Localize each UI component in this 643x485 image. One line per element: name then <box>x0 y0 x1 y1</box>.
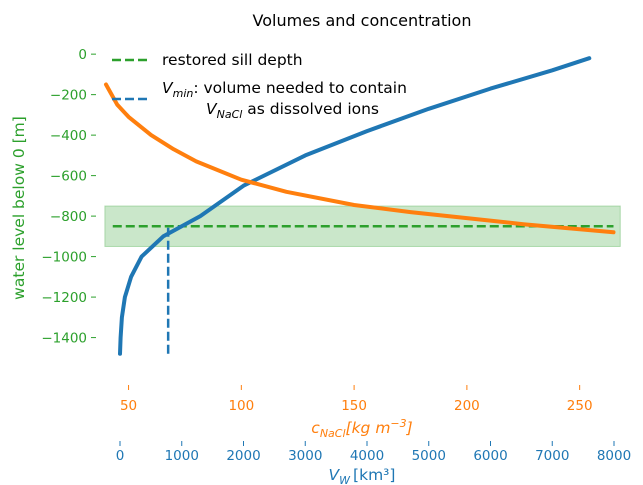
x-vol-tick-label: 6000 <box>473 448 507 464</box>
x-conc-tick-label: 50 <box>120 398 137 414</box>
x-conc-label-units: [kg m <box>346 419 391 437</box>
x-conc-tick-label: 150 <box>341 398 367 414</box>
x-vol-tick-label: 7000 <box>535 448 569 464</box>
x-vol-tick-label: 5000 <box>412 448 446 464</box>
legend-vmin-V: V <box>162 79 174 97</box>
legend: restored sill depth Vmin: volume needed … <box>112 51 407 121</box>
concentration-curve <box>104 82 616 235</box>
x-vol-label-units: [km³] <box>353 466 395 484</box>
y-tick-label: −800 <box>50 209 87 225</box>
x-vol-axis-label: VW [km³] <box>329 466 396 485</box>
x-vol-tick-label: 1000 <box>165 448 199 464</box>
y-tick-label: −200 <box>50 88 87 104</box>
legend-label-sill: restored sill depth <box>162 51 303 69</box>
y-tick-label: −600 <box>50 169 87 185</box>
x-vol-tick-label: 2000 <box>226 448 260 464</box>
y-tick-label: −1400 <box>41 331 87 347</box>
y-tick-label: −400 <box>50 128 87 144</box>
legend-vmin-text: : volume needed to contain <box>193 79 407 97</box>
x-conc-tick-label: 200 <box>454 398 480 414</box>
y-tick-label: −1200 <box>41 290 87 306</box>
x-conc-label-sub: NaCl <box>320 427 346 440</box>
x-vol-tick-label: 4000 <box>350 448 384 464</box>
x-vol-label-sub: W <box>339 474 351 485</box>
legend-label-vmin-line1: Vmin: volume needed to contain <box>162 79 407 100</box>
legend-vnacl-sub: NaCl <box>217 108 243 121</box>
x-vol-tick-label: 3000 <box>288 448 322 464</box>
legend-label-vmin-line2: VNaCl as dissolved ions <box>206 100 379 121</box>
y-tick-label: 0 <box>78 47 87 63</box>
volume-curve <box>118 56 592 356</box>
x-conc-tick-label: 100 <box>228 398 254 414</box>
x-conc-label-exp: −3 <box>390 417 406 430</box>
x-vol-tick-label: 8000 <box>597 448 631 464</box>
legend-vmin-sub: min <box>173 87 194 100</box>
x-conc-axis-label: cNaCl[kg m−3] <box>311 417 412 440</box>
x-conc-label-close: ] <box>406 419 413 437</box>
chart-title: Volumes and concentration <box>253 11 472 30</box>
x-vol-tick-label: 0 <box>116 448 125 464</box>
legend-vnacl-text: as dissolved ions <box>242 100 379 118</box>
y-tick-label: −1000 <box>41 250 87 266</box>
x-conc-label-c: c <box>311 419 320 437</box>
x-conc-tick-label: 250 <box>567 398 593 414</box>
legend-vnacl-V: V <box>206 100 218 118</box>
x-vol-label-V: V <box>329 466 341 484</box>
y-axis-label: water level below 0 [m] <box>10 116 28 300</box>
